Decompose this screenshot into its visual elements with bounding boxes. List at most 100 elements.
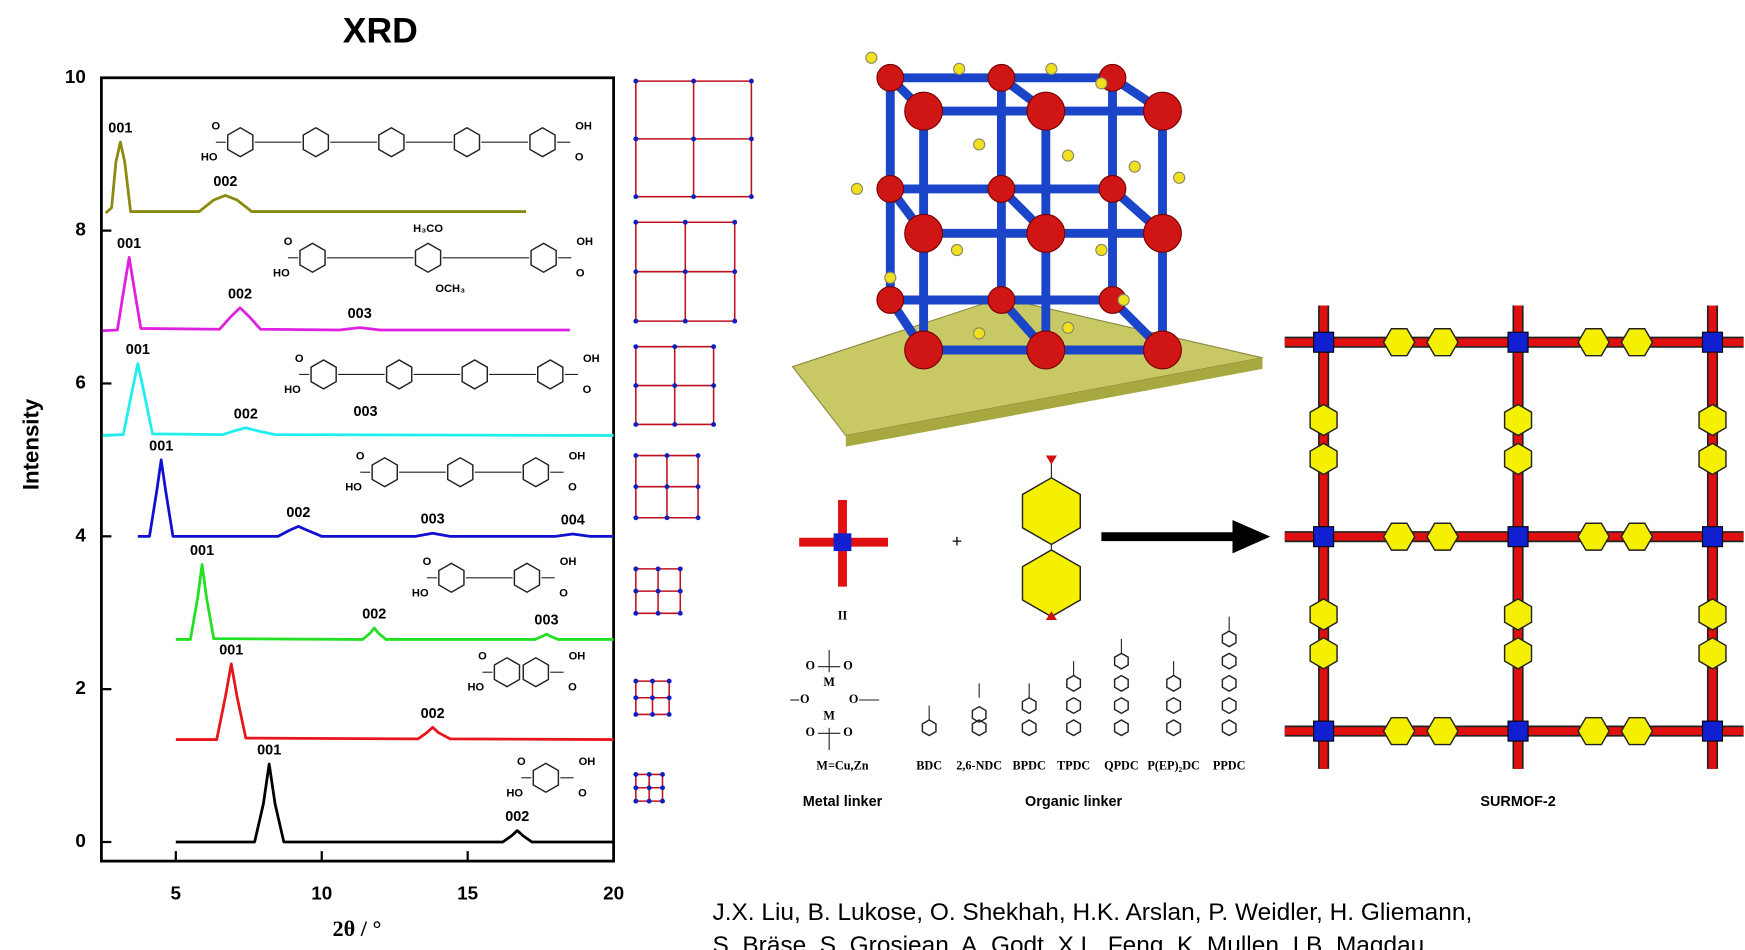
linker-end — [954, 63, 965, 74]
grid-icon-node — [647, 772, 652, 777]
grid-icon-node — [683, 269, 688, 274]
metal-square — [1703, 332, 1723, 352]
grid-icon-node — [633, 712, 638, 717]
grid-icon-node — [732, 269, 737, 274]
linker-end — [974, 139, 985, 150]
hexagon — [228, 128, 253, 157]
atom-label: O — [478, 651, 487, 663]
hexagon — [1699, 443, 1726, 474]
grid-icon-node — [633, 515, 638, 520]
metal-square — [1314, 527, 1334, 547]
metal-node — [1099, 176, 1126, 203]
hexagon — [454, 128, 479, 157]
grid-icon-node — [711, 344, 716, 349]
grid-icon-node — [650, 695, 655, 700]
x-axis-label: 2θ / ° — [333, 916, 382, 941]
hexagon — [372, 458, 397, 487]
linker-end — [1096, 78, 1107, 89]
grid-icon-node — [660, 785, 665, 790]
hexagon — [1022, 720, 1036, 736]
atom-label: M — [823, 675, 835, 689]
metal-linker-label: Metal linker — [803, 794, 883, 810]
linker-end — [1063, 150, 1074, 161]
y-tick-label: 6 — [75, 372, 86, 393]
peak-label: 001 — [126, 342, 150, 358]
grid-icon-node — [683, 319, 688, 324]
metal-square — [834, 533, 852, 551]
grid-icon-node — [650, 712, 655, 717]
peak-label: 002 — [421, 706, 445, 722]
organic-linker-label: Organic linker — [1025, 794, 1122, 810]
atom-label: HO — [273, 267, 290, 279]
linker-end — [1096, 244, 1107, 255]
atom-label: HO — [201, 152, 218, 164]
peak-label: 001 — [108, 120, 132, 136]
atom-label: H₃CO — [413, 223, 443, 235]
linker-name: TPDC — [1057, 758, 1090, 772]
arrow-head — [1233, 520, 1271, 553]
hexagon — [1384, 329, 1415, 356]
hexagon — [530, 128, 555, 157]
chart-title: XRD — [343, 11, 418, 51]
grid-icon-node — [633, 772, 638, 777]
grid-icon-node — [672, 344, 677, 349]
hexagon — [1621, 329, 1652, 356]
grid-icon-node — [660, 799, 665, 804]
atom-label: O — [568, 682, 577, 694]
atom-label: OH — [575, 121, 592, 133]
peak-label: 001 — [117, 236, 141, 252]
atom-label: O — [576, 267, 585, 279]
y-tick-label: 4 — [75, 525, 86, 546]
metal-node — [988, 64, 1015, 91]
citation-line: S. Bräse, S. Grosjean, A. Godt, X.L. Fen… — [713, 932, 1432, 950]
metal-square — [1508, 332, 1528, 352]
atom-label: OH — [579, 756, 596, 768]
hexagon — [1427, 718, 1458, 745]
grid-icon-node — [647, 785, 652, 790]
atom-label: O — [583, 384, 592, 396]
grid-icon-node — [696, 484, 701, 489]
x-tick-label: 5 — [171, 883, 182, 904]
hexagon — [1167, 698, 1181, 714]
grid-icon-node — [732, 220, 737, 225]
hexagon — [1578, 718, 1609, 745]
metal-node — [1144, 214, 1182, 252]
y-tick-label: 8 — [75, 220, 86, 241]
hexagon — [1384, 718, 1415, 745]
hexagon — [533, 763, 558, 792]
hexagon — [1699, 404, 1726, 435]
grid-icon-node — [678, 566, 683, 571]
hexagon — [523, 658, 548, 687]
grid-icon-node — [696, 515, 701, 520]
metal-node — [905, 214, 943, 252]
atom-label: O — [356, 451, 365, 463]
metal-square — [1508, 527, 1528, 547]
grid-icon-node — [749, 194, 754, 199]
grid-icon-node — [678, 589, 683, 594]
hexagon — [1115, 653, 1129, 669]
grid-icon-node — [633, 194, 638, 199]
grid-icon-node — [633, 383, 638, 388]
atom-label: HO — [506, 787, 523, 799]
peak-label: 002 — [362, 607, 386, 623]
hexagon — [311, 360, 336, 389]
atom-label: M — [823, 708, 835, 722]
linker-end — [974, 328, 985, 339]
page: XRD Intensity 2θ / ° 5101520024681000100… — [0, 0, 1745, 950]
hexagon — [387, 360, 412, 389]
linker-name: PPDC — [1213, 758, 1246, 772]
hexagon — [1310, 599, 1337, 630]
atom-label: O — [806, 658, 816, 672]
y-tick-label: 10 — [65, 67, 86, 88]
hexagon — [1621, 718, 1652, 745]
grid-icon-node — [633, 269, 638, 274]
grid-icon-node — [667, 679, 672, 684]
peak-label: 002 — [234, 406, 258, 422]
x-tick-label: 10 — [311, 883, 332, 904]
equals-sign: II — [838, 608, 848, 622]
y-tick-label: 2 — [75, 678, 86, 699]
hexagon — [1505, 638, 1532, 669]
metal-square — [1703, 721, 1723, 741]
grid-icon-node — [633, 785, 638, 790]
linker-end — [866, 52, 877, 63]
